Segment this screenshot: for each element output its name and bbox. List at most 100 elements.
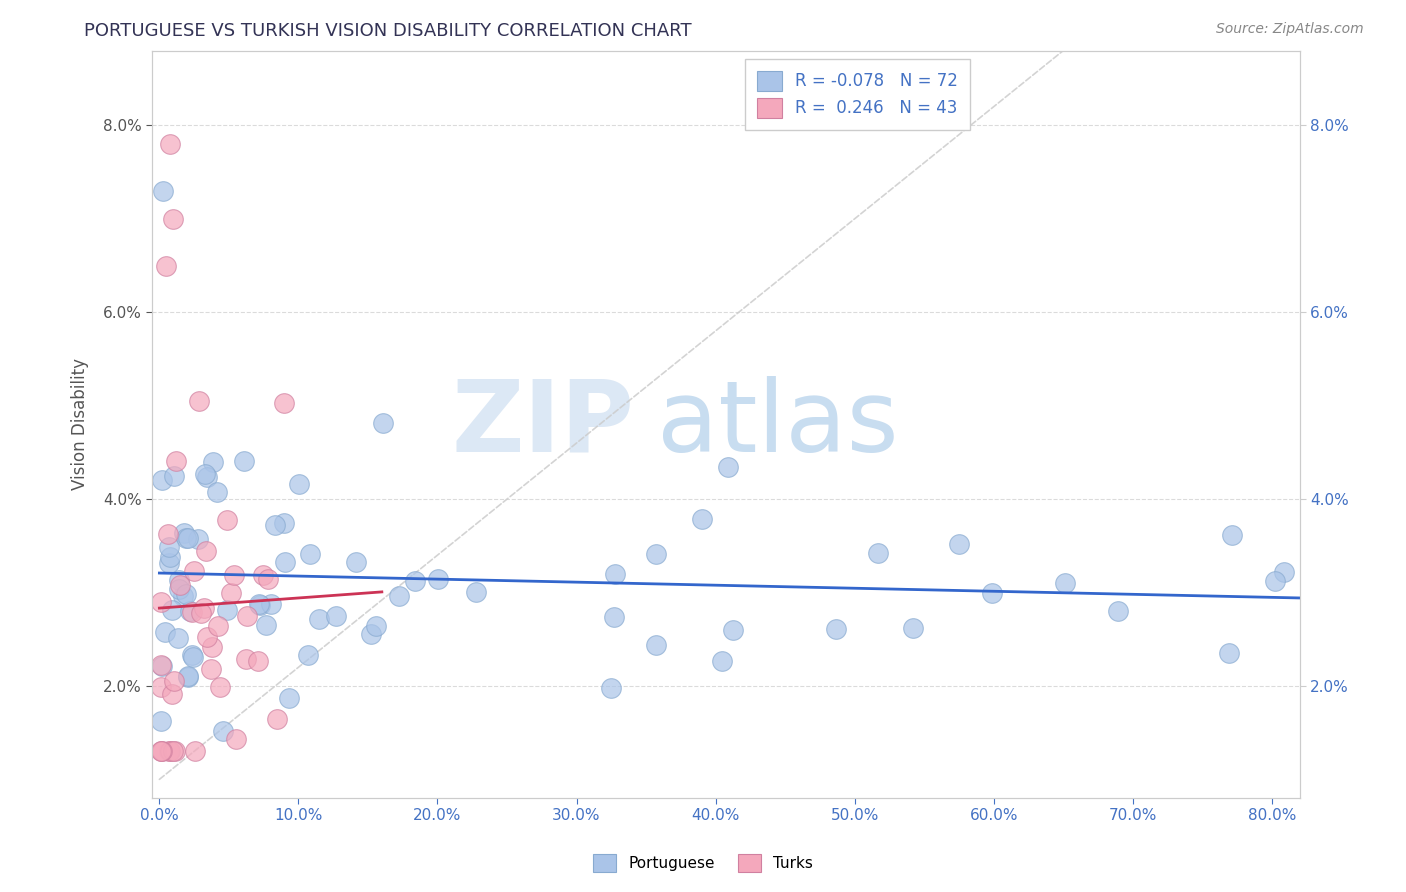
Point bbox=[723, 623, 745, 637]
Point bbox=[465, 584, 488, 599]
Point bbox=[224, 568, 246, 582]
Point bbox=[174, 531, 197, 545]
Point bbox=[180, 648, 202, 662]
Point bbox=[160, 687, 183, 701]
Point bbox=[217, 603, 239, 617]
Point bbox=[1218, 646, 1240, 660]
Point bbox=[273, 396, 295, 410]
Point bbox=[159, 744, 181, 758]
Point bbox=[254, 618, 277, 632]
Point bbox=[201, 455, 224, 469]
Point bbox=[252, 568, 274, 582]
Point bbox=[264, 517, 287, 532]
Point bbox=[187, 533, 209, 547]
Text: PORTUGUESE VS TURKISH VISION DISABILITY CORRELATION CHART: PORTUGUESE VS TURKISH VISION DISABILITY … bbox=[84, 22, 692, 40]
Point bbox=[298, 547, 321, 561]
Point bbox=[249, 599, 271, 613]
Point bbox=[149, 680, 172, 694]
Point bbox=[188, 393, 211, 408]
Point bbox=[404, 574, 426, 588]
Point bbox=[169, 573, 191, 587]
Point bbox=[644, 548, 666, 562]
Point bbox=[181, 650, 204, 665]
Point bbox=[165, 454, 187, 468]
Point bbox=[1264, 574, 1286, 588]
Point bbox=[427, 572, 450, 586]
Point bbox=[273, 516, 295, 530]
Point bbox=[371, 416, 394, 430]
Point bbox=[193, 600, 215, 615]
Point bbox=[149, 744, 172, 758]
Point bbox=[177, 669, 200, 683]
Point bbox=[157, 744, 180, 758]
Point bbox=[162, 468, 184, 483]
Point bbox=[184, 744, 207, 758]
Point bbox=[711, 654, 734, 668]
Point bbox=[159, 549, 181, 564]
Point bbox=[207, 484, 229, 499]
Point bbox=[868, 546, 890, 560]
Point bbox=[195, 469, 218, 483]
Legend: Portuguese, Turks: Portuguese, Turks bbox=[585, 846, 821, 880]
Point bbox=[172, 589, 194, 603]
Point bbox=[152, 659, 174, 673]
Point bbox=[179, 604, 201, 618]
Point bbox=[157, 540, 180, 554]
Point bbox=[266, 712, 288, 726]
Point bbox=[157, 556, 180, 570]
Point bbox=[176, 531, 198, 545]
Point bbox=[246, 654, 269, 668]
Point bbox=[149, 657, 172, 672]
Point bbox=[208, 680, 231, 694]
Point bbox=[159, 137, 181, 152]
Point bbox=[211, 724, 233, 739]
Point bbox=[176, 587, 198, 601]
Point bbox=[190, 606, 212, 620]
Point bbox=[366, 619, 388, 633]
Point bbox=[162, 744, 184, 758]
Point bbox=[308, 612, 330, 626]
Point bbox=[260, 597, 283, 611]
Point bbox=[162, 211, 184, 226]
Point bbox=[346, 555, 368, 569]
Point bbox=[360, 627, 382, 641]
Point bbox=[155, 624, 177, 639]
Point bbox=[901, 622, 924, 636]
Legend: R = -0.078   N = 72, R =  0.246   N = 43: R = -0.078 N = 72, R = 0.246 N = 43 bbox=[745, 59, 970, 129]
Point bbox=[825, 622, 848, 636]
Point bbox=[645, 638, 668, 652]
Point bbox=[156, 526, 179, 541]
Point bbox=[150, 744, 173, 758]
Point bbox=[177, 670, 200, 684]
Point bbox=[599, 681, 621, 695]
Point bbox=[167, 582, 190, 596]
Point bbox=[194, 467, 217, 482]
Point bbox=[249, 597, 271, 611]
Point bbox=[602, 610, 624, 624]
Point bbox=[948, 537, 970, 551]
Point bbox=[162, 603, 184, 617]
Point bbox=[325, 609, 347, 624]
Point bbox=[1272, 565, 1295, 579]
Point bbox=[155, 259, 177, 273]
Point bbox=[256, 572, 278, 586]
Point bbox=[232, 454, 254, 468]
Point bbox=[169, 578, 191, 592]
Text: Source: ZipAtlas.com: Source: ZipAtlas.com bbox=[1216, 22, 1364, 37]
Point bbox=[287, 476, 309, 491]
Point bbox=[163, 673, 186, 688]
Point bbox=[690, 511, 713, 525]
Point bbox=[163, 744, 186, 758]
Point bbox=[195, 630, 218, 644]
Point bbox=[181, 605, 204, 619]
Point bbox=[273, 555, 295, 569]
Point bbox=[1107, 604, 1129, 618]
Point bbox=[215, 512, 238, 526]
Point bbox=[150, 473, 173, 487]
Point bbox=[225, 731, 247, 746]
Point bbox=[277, 690, 299, 705]
Point bbox=[149, 595, 172, 609]
Point bbox=[195, 544, 218, 558]
Point bbox=[183, 564, 205, 578]
Point bbox=[717, 460, 740, 475]
